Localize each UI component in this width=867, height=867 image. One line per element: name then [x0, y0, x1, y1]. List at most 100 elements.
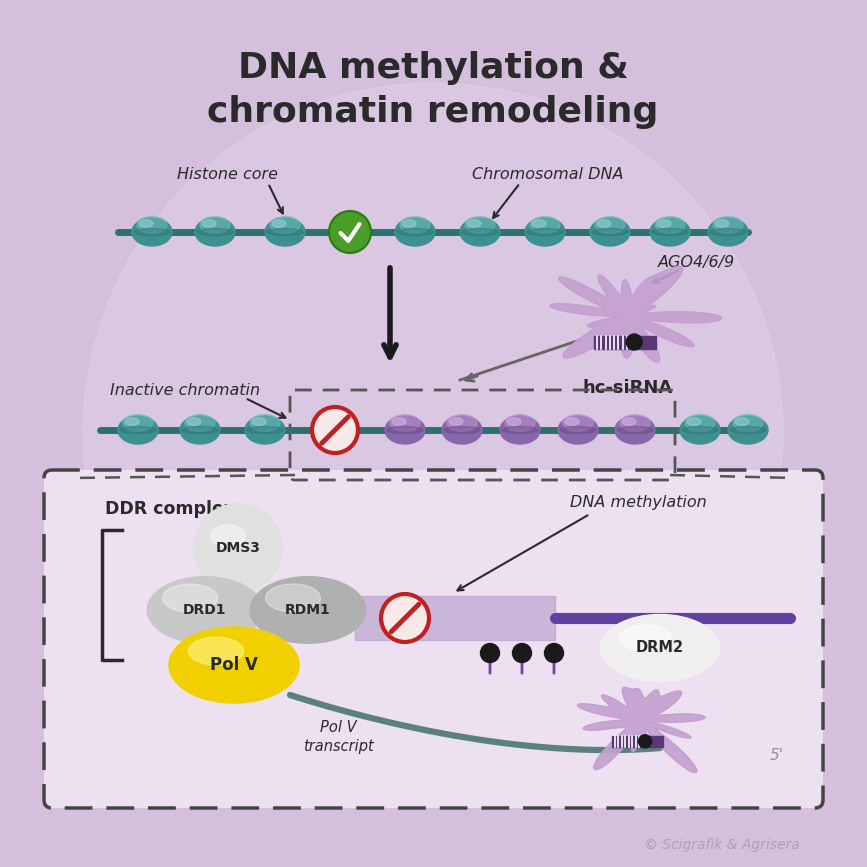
Ellipse shape — [390, 414, 420, 432]
Ellipse shape — [402, 219, 416, 227]
Ellipse shape — [590, 218, 630, 246]
Ellipse shape — [655, 217, 685, 233]
Ellipse shape — [250, 414, 280, 432]
Ellipse shape — [601, 615, 719, 681]
Text: DRM2: DRM2 — [636, 641, 684, 655]
Ellipse shape — [397, 229, 433, 236]
Text: Chromosomal DNA: Chromosomal DNA — [473, 166, 623, 181]
Text: DMS3: DMS3 — [216, 541, 260, 555]
Ellipse shape — [197, 229, 233, 236]
Circle shape — [312, 407, 358, 453]
Ellipse shape — [449, 418, 463, 426]
Ellipse shape — [392, 418, 406, 426]
Bar — [612, 736, 663, 747]
Ellipse shape — [532, 219, 546, 227]
Circle shape — [329, 211, 371, 253]
Ellipse shape — [615, 416, 655, 444]
Bar — [355, 596, 555, 640]
Ellipse shape — [132, 218, 172, 246]
Ellipse shape — [188, 637, 244, 665]
Polygon shape — [550, 266, 721, 362]
Ellipse shape — [500, 416, 540, 444]
Ellipse shape — [617, 427, 653, 434]
Ellipse shape — [502, 427, 538, 434]
Ellipse shape — [733, 414, 763, 432]
Circle shape — [544, 643, 564, 662]
Ellipse shape — [247, 427, 283, 434]
Ellipse shape — [120, 427, 156, 434]
Ellipse shape — [330, 218, 370, 246]
Text: © Scigrafik & Agrisera: © Scigrafik & Agrisera — [644, 838, 800, 852]
Ellipse shape — [337, 219, 351, 227]
Ellipse shape — [730, 427, 766, 434]
Circle shape — [626, 334, 642, 350]
Ellipse shape — [505, 414, 535, 432]
Ellipse shape — [137, 217, 167, 233]
Circle shape — [480, 643, 499, 662]
Ellipse shape — [187, 418, 201, 426]
Text: DRD1: DRD1 — [183, 603, 227, 617]
Ellipse shape — [715, 219, 729, 227]
Ellipse shape — [507, 418, 521, 426]
Ellipse shape — [652, 229, 688, 236]
Ellipse shape — [245, 416, 285, 444]
Ellipse shape — [272, 219, 286, 227]
Ellipse shape — [265, 584, 321, 612]
Bar — [594, 336, 656, 349]
Ellipse shape — [708, 218, 748, 246]
Ellipse shape — [139, 219, 153, 227]
Ellipse shape — [180, 416, 220, 444]
Circle shape — [194, 504, 282, 592]
Text: Pol V: Pol V — [210, 656, 258, 674]
Text: DDR complex: DDR complex — [105, 500, 235, 518]
Ellipse shape — [118, 416, 158, 444]
Ellipse shape — [267, 229, 303, 236]
Ellipse shape — [123, 414, 153, 432]
Ellipse shape — [387, 427, 423, 434]
Ellipse shape — [735, 418, 749, 426]
Ellipse shape — [467, 219, 481, 227]
Circle shape — [638, 734, 652, 748]
Text: DNA methylation: DNA methylation — [570, 494, 707, 510]
Ellipse shape — [682, 427, 718, 434]
Ellipse shape — [462, 229, 498, 236]
Circle shape — [512, 643, 531, 662]
Ellipse shape — [211, 525, 245, 547]
Text: DNA methylation &: DNA methylation & — [238, 51, 629, 85]
Text: Inactive chromatin: Inactive chromatin — [110, 382, 260, 397]
FancyBboxPatch shape — [44, 470, 823, 808]
Ellipse shape — [728, 416, 768, 444]
Ellipse shape — [713, 217, 743, 233]
Polygon shape — [577, 688, 705, 772]
Ellipse shape — [657, 219, 671, 227]
Ellipse shape — [447, 414, 477, 432]
Ellipse shape — [125, 418, 139, 426]
Ellipse shape — [560, 427, 596, 434]
Ellipse shape — [619, 625, 671, 651]
Text: Pol V
transcript: Pol V transcript — [303, 720, 374, 753]
Ellipse shape — [182, 427, 218, 434]
Ellipse shape — [202, 219, 216, 227]
Ellipse shape — [442, 416, 482, 444]
Ellipse shape — [710, 229, 746, 236]
Ellipse shape — [195, 218, 235, 246]
Ellipse shape — [687, 418, 701, 426]
Ellipse shape — [685, 414, 715, 432]
Ellipse shape — [252, 418, 266, 426]
Ellipse shape — [525, 218, 565, 246]
Ellipse shape — [170, 628, 298, 702]
Ellipse shape — [527, 229, 563, 236]
Text: 5': 5' — [770, 748, 784, 764]
Ellipse shape — [620, 414, 650, 432]
Ellipse shape — [270, 217, 300, 233]
Text: RDM1: RDM1 — [285, 603, 331, 617]
Ellipse shape — [400, 217, 430, 233]
Ellipse shape — [558, 416, 598, 444]
Ellipse shape — [565, 418, 579, 426]
Ellipse shape — [597, 219, 611, 227]
Circle shape — [381, 594, 429, 642]
Ellipse shape — [444, 427, 480, 434]
Ellipse shape — [465, 217, 495, 233]
Ellipse shape — [650, 218, 690, 246]
Ellipse shape — [460, 218, 500, 246]
